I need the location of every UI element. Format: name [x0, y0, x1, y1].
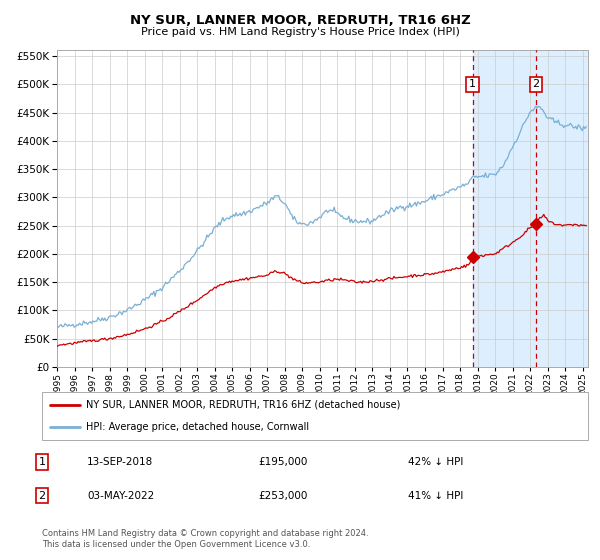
Text: 42% ↓ HPI: 42% ↓ HPI [408, 457, 463, 467]
Bar [473, 50, 600, 367]
Text: NY SUR, LANNER MOOR, REDRUTH, TR16 6HZ: NY SUR, LANNER MOOR, REDRUTH, TR16 6HZ [130, 14, 470, 27]
Text: HPI: Average price, detached house, Cornwall: HPI: Average price, detached house, Corn… [86, 422, 309, 432]
Text: 41% ↓ HPI: 41% ↓ HPI [408, 491, 463, 501]
FancyBboxPatch shape [42, 392, 588, 440]
Text: Contains HM Land Registry data © Crown copyright and database right 2024.
This d: Contains HM Land Registry data © Crown c… [42, 529, 368, 549]
Text: 1: 1 [469, 80, 476, 89]
Text: NY SUR, LANNER MOOR, REDRUTH, TR16 6HZ (detached house): NY SUR, LANNER MOOR, REDRUTH, TR16 6HZ (… [86, 400, 400, 410]
Text: 13-SEP-2018: 13-SEP-2018 [87, 457, 153, 467]
Text: £253,000: £253,000 [258, 491, 307, 501]
Text: Price paid vs. HM Land Registry's House Price Index (HPI): Price paid vs. HM Land Registry's House … [140, 27, 460, 37]
Text: 1: 1 [38, 457, 46, 467]
Text: £195,000: £195,000 [258, 457, 307, 467]
Text: 2: 2 [533, 80, 539, 89]
Text: 2: 2 [38, 491, 46, 501]
Text: 03-MAY-2022: 03-MAY-2022 [87, 491, 154, 501]
